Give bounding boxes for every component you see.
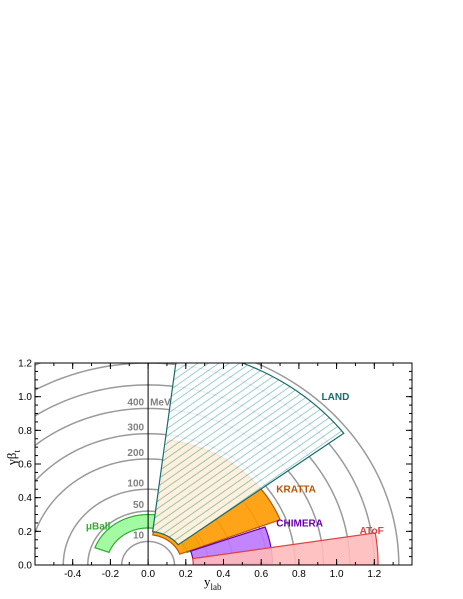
plot-frame xyxy=(34,362,413,566)
x-tick-label-2: 0.0 xyxy=(141,569,155,580)
detector-regions xyxy=(94,363,379,565)
x-tick-label-5: 0.6 xyxy=(254,569,268,580)
x-tick-label-6: 0.8 xyxy=(292,569,306,580)
energy-label-2: 100 xyxy=(127,478,144,489)
detector-region-4 xyxy=(192,532,379,565)
y-tick-label-0: 0.0 xyxy=(18,561,32,572)
y-tick-label-4: 0.8 xyxy=(18,426,32,437)
x-tick-label-8: 1.2 xyxy=(367,569,381,580)
energy-label-5: 400 xyxy=(127,397,144,408)
x-tick-label-4: 0.4 xyxy=(217,569,231,580)
y-tick-label-3: 0.6 xyxy=(18,460,32,471)
energy-label-1: 50 xyxy=(133,500,145,511)
detector-label-4: AToF xyxy=(360,526,384,537)
y-tick-label-1: 0.2 xyxy=(18,527,32,538)
x-tick-label-7: 1.0 xyxy=(330,569,344,580)
detector-label-3: CHIMERA xyxy=(276,518,323,529)
y-axis-title: γβt xyxy=(4,450,22,466)
energy-circle-7 xyxy=(35,363,376,565)
energy-label-3: 200 xyxy=(127,448,144,459)
x-tick-label-0: -0.4 xyxy=(64,569,82,580)
detector-labels: μBall KRATTA LAND CHIMERA AToF xyxy=(86,392,384,537)
y-tick-label-6: 1.2 xyxy=(18,359,32,370)
detector-label-0: μBall xyxy=(86,522,111,533)
detector-label-2: LAND xyxy=(322,392,350,403)
energy-labels: 10 50 100 200 300 400 MeV xyxy=(127,397,171,541)
y-tick-label-5: 1.0 xyxy=(18,392,32,403)
energy-circle-8 xyxy=(35,363,400,565)
x-tick-label-1: -0.2 xyxy=(102,569,120,580)
detector-region-2 xyxy=(152,363,345,546)
detector-label-1: KRATTA xyxy=(276,485,316,496)
x-axis-title: ylab xyxy=(204,574,222,592)
x-tick-label-3: 0.2 xyxy=(179,569,193,580)
energy-label-4: 300 xyxy=(127,423,144,434)
energy-label-0: 10 xyxy=(133,530,145,541)
y-tick-label-2: 0.4 xyxy=(18,493,32,504)
energy-unit-label: MeV xyxy=(150,397,171,408)
